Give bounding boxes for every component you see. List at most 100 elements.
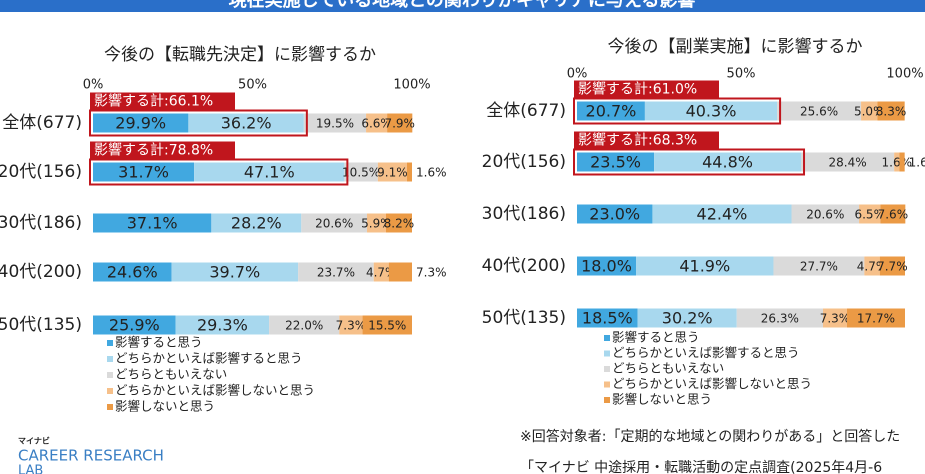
value-label: 5.9%	[361, 217, 392, 231]
value-label: 40.3%	[686, 102, 737, 121]
bar-segment	[93, 315, 176, 335]
legend-swatch	[604, 381, 610, 388]
value-label: 19.5%	[316, 117, 354, 131]
logo-brand: マイナビ	[18, 436, 50, 446]
value-label: 20.6%	[806, 208, 844, 222]
x-tick-label: 0%	[567, 67, 588, 82]
bar-segment	[577, 152, 655, 172]
legend-swatch	[604, 335, 610, 341]
value-label: 30.2%	[662, 309, 713, 328]
value-label: 7.9%	[384, 117, 415, 131]
category-label: 全体(677)	[486, 101, 566, 121]
legend-label: どちらかといえば影響すると思う	[612, 345, 800, 360]
value-label: 26.3%	[761, 312, 799, 326]
legend-swatch	[107, 388, 113, 394]
value-label: 4.7%	[857, 260, 888, 274]
bar-segment	[211, 213, 302, 233]
value-label: 23.5%	[590, 153, 641, 172]
legend-label: どちらともいえない	[612, 361, 724, 376]
bar-segment	[339, 315, 363, 335]
highlight-box	[573, 148, 806, 176]
category-label: 全体(677)	[2, 113, 82, 133]
bar-segment	[362, 315, 412, 335]
annotation-box	[90, 92, 235, 110]
legend-label: 影響すると思う	[115, 335, 203, 350]
value-label: 28.4%	[829, 156, 867, 170]
legend-label: どちらかといえば影響すると思う	[115, 351, 303, 366]
annotation: 影響する計:78.8%	[94, 142, 213, 159]
value-label: 18.5%	[582, 309, 633, 328]
chart-title: 今後の【副業実施】に影響するか	[608, 37, 863, 57]
bar-segment	[298, 262, 374, 282]
bar-segment	[773, 256, 865, 276]
x-tick-label: 50%	[238, 78, 267, 93]
value-label: 1.6%	[416, 166, 447, 180]
highlight-box	[89, 109, 308, 137]
legend-swatch	[107, 372, 113, 378]
bar-segment	[188, 113, 304, 133]
bar-segment	[652, 204, 792, 224]
bar-segment	[301, 213, 368, 233]
value-label: 31.7%	[118, 163, 169, 182]
annotation: 影響する計:66.1%	[94, 93, 213, 110]
bar-segment	[654, 152, 802, 172]
legend-label: 影響しないと思う	[115, 399, 215, 414]
bar-segment	[93, 262, 172, 282]
category-label: 40代(200)	[482, 256, 566, 276]
value-label: 28.2%	[231, 214, 282, 233]
bar-segment	[777, 101, 862, 121]
bar-segment	[801, 152, 895, 172]
value-label: 47.1%	[244, 163, 295, 182]
legend-swatch	[604, 397, 610, 403]
value-label: 7.6%	[878, 208, 909, 222]
bar-segment	[791, 204, 860, 224]
bar-segment	[175, 315, 270, 335]
value-label: 7.3%	[416, 266, 447, 280]
value-label: 22.0%	[285, 319, 323, 333]
x-tick-label: 100%	[886, 67, 923, 82]
bar-segment	[637, 308, 737, 328]
bar-segment	[644, 101, 778, 121]
bar-segment	[880, 204, 906, 224]
bar-segment	[577, 101, 645, 121]
highlight-box	[89, 158, 349, 186]
value-label: 29.3%	[197, 316, 248, 335]
bar-segment	[303, 113, 367, 133]
value-label: 18.0%	[581, 257, 632, 276]
bar-segment	[93, 213, 212, 233]
logo-name: CAREER RESEARCH	[18, 447, 164, 465]
value-label: 25.6%	[800, 105, 838, 119]
legend-label: どちらともいえない	[115, 367, 227, 382]
chart-title: 今後の【転職先決定】に影響するか	[104, 45, 376, 65]
bar-segment	[344, 162, 378, 182]
bar-segment	[388, 262, 412, 282]
header-band	[0, 0, 925, 12]
bar-segment	[93, 162, 195, 182]
category-label: 50代(135)	[0, 315, 82, 335]
x-tick-label: 100%	[393, 78, 430, 93]
value-label: 7.7%	[877, 260, 908, 274]
value-label: 23.7%	[317, 266, 355, 280]
legend-swatch	[107, 356, 113, 362]
legend-label: どちらかといえば影響しないと思う	[115, 383, 315, 398]
bar-segment	[377, 162, 407, 182]
value-label: 20.6%	[315, 217, 353, 231]
bar-segment	[366, 113, 388, 133]
bar-segment	[387, 113, 413, 133]
annotation: 影響する計:68.3%	[578, 132, 697, 149]
value-label: 44.8%	[702, 153, 753, 172]
value-label: 7.3%	[336, 319, 367, 333]
value-label: 6.5%	[854, 208, 885, 222]
bar-segment	[861, 101, 878, 121]
bar-segment	[636, 256, 774, 276]
bar-segment	[194, 162, 345, 182]
value-label: 36.2%	[221, 114, 272, 133]
value-label: 8.2%	[384, 217, 415, 231]
category-label: 30代(186)	[482, 204, 566, 224]
value-label: 27.7%	[800, 260, 838, 274]
bar-segment	[899, 152, 905, 172]
bar-segment	[859, 204, 881, 224]
value-label: 7.3%	[820, 312, 851, 326]
bar-segment	[864, 256, 880, 276]
value-label: 10.5%	[342, 166, 380, 180]
